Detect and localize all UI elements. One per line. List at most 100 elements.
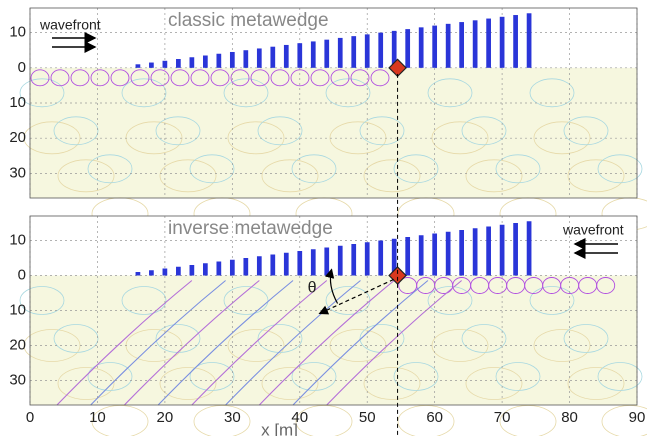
streamline [193, 405, 251, 436]
rod [432, 25, 438, 68]
streamline [291, 362, 337, 391]
x-tick-label: 50 [359, 409, 376, 426]
streamline [397, 405, 455, 436]
rod [378, 240, 384, 276]
surface-vortex [190, 69, 210, 87]
x-tick-label: 10 [89, 409, 106, 426]
streamline [393, 154, 439, 184]
streamline [159, 367, 217, 400]
x-tick-label: 90 [629, 409, 646, 426]
streamline [223, 286, 269, 315]
rod [202, 55, 208, 68]
streamline [19, 286, 65, 315]
surface-vortex [90, 69, 110, 87]
streamline [19, 78, 65, 108]
rod [472, 228, 478, 276]
rod [405, 29, 411, 68]
streamline [363, 159, 421, 193]
streamline [359, 116, 405, 146]
rod [135, 272, 141, 276]
rod [526, 13, 532, 68]
streamline [461, 324, 507, 353]
surface-vortex [596, 277, 616, 294]
streamline [329, 121, 387, 155]
rod [486, 18, 491, 68]
streamline [529, 286, 575, 315]
rod [149, 62, 154, 68]
rod [135, 64, 141, 68]
streamline [427, 286, 473, 315]
oblique-streamline [326, 280, 462, 406]
oblique-streamline [56, 280, 193, 406]
rod [337, 37, 343, 68]
rod [216, 261, 222, 276]
streamline [227, 121, 285, 155]
streamline [261, 159, 319, 193]
streamline [121, 78, 167, 108]
x-axis-label: x [m] [261, 420, 298, 436]
rod [243, 50, 249, 68]
y-tick-label: 10 [9, 94, 26, 111]
streamline [125, 121, 183, 155]
streamline [461, 116, 507, 146]
y-tick-label: 20 [9, 129, 26, 146]
rod [526, 221, 532, 276]
streamline [597, 362, 643, 391]
rod [189, 265, 195, 276]
wavefront-label: wavefront [562, 222, 624, 238]
streamline [567, 367, 625, 400]
rod [176, 59, 181, 68]
rod [351, 244, 357, 276]
streamline [189, 154, 235, 184]
y-tick-label: 0 [18, 266, 26, 283]
surface-vortex [110, 69, 130, 87]
streamline [53, 116, 99, 146]
rod [459, 22, 465, 68]
rod [364, 242, 370, 276]
rod [297, 251, 303, 276]
streamline [87, 362, 133, 391]
rod [459, 230, 465, 276]
surface-vortex [210, 69, 230, 87]
streamline [57, 159, 115, 193]
rod [256, 256, 262, 276]
streamline [495, 154, 541, 184]
streamline [431, 121, 489, 155]
y-tick-label: 10 [9, 301, 26, 318]
oblique-streamline [225, 280, 361, 406]
surface-vortex [310, 69, 330, 87]
rod [310, 249, 316, 276]
x-tick-label: 70 [494, 409, 511, 426]
streamline [465, 159, 523, 193]
streamline [223, 78, 269, 108]
rod [499, 16, 505, 68]
streamline [393, 362, 439, 391]
streamline [189, 362, 235, 391]
streamline [325, 78, 371, 108]
streamline [529, 78, 575, 108]
streamline [257, 324, 303, 353]
streamline [465, 367, 523, 400]
angle-arc [324, 268, 339, 304]
rod [283, 252, 289, 276]
rod [445, 23, 451, 68]
oblique-streamline [90, 280, 226, 406]
rod [149, 270, 154, 276]
rod [391, 238, 397, 276]
surface-vortex [30, 69, 50, 87]
fluid-region [30, 67, 637, 198]
streamline [563, 116, 609, 146]
x-tick-label: 80 [561, 409, 578, 426]
rod [391, 30, 397, 68]
streamline [91, 405, 149, 436]
streamlines [19, 277, 647, 436]
surface-vortex [130, 69, 150, 87]
wavefront-label: wavefront [39, 17, 101, 33]
x-tick-label: 30 [224, 409, 241, 426]
rod [405, 237, 411, 276]
streamline [257, 116, 303, 146]
rod [256, 48, 262, 68]
streamlines [19, 69, 647, 231]
streamline [567, 159, 625, 193]
